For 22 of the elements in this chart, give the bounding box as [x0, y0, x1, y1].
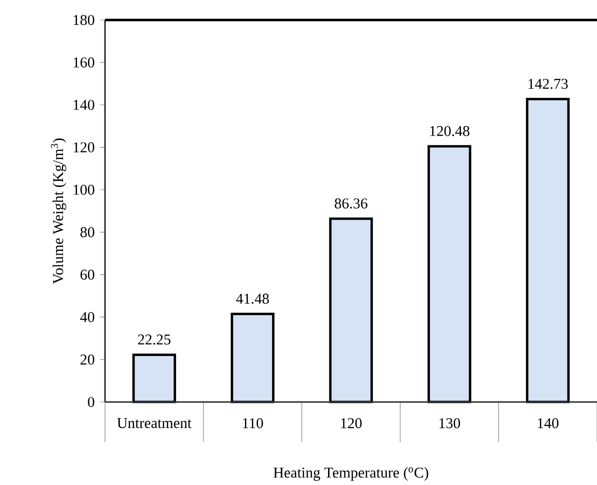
y-axis-title: Volume Weight (Kg/m$^{3}$): [50, 138, 66, 284]
y-tick-label: 40: [80, 312, 94, 322]
y-tick-label: 140: [74, 100, 94, 110]
y-tick-label: 180: [74, 14, 94, 26]
y-tick-label: 60: [80, 270, 94, 280]
y-tick-label: 20: [80, 354, 94, 365]
x-axis-title: Heating Temperature ($^{o}$C): [274, 467, 428, 481]
x-tick-label: 120: [341, 418, 362, 428]
x-tick-label: 140: [538, 418, 558, 428]
x-tick-label: Untreatment: [117, 418, 192, 428]
y-tick-label: 120: [74, 142, 94, 152]
y-tick-label: 80: [80, 227, 94, 238]
data-label: 86.36: [334, 198, 368, 209]
y-tick-label: 100: [74, 184, 94, 195]
x-tick-label: 110: [242, 418, 263, 428]
y-tick-label: 0: [88, 396, 94, 408]
data-label: 120.48: [430, 126, 470, 136]
data-label: 142.73: [528, 78, 568, 89]
data-label: 41.48: [236, 294, 269, 304]
data-label: 22.25: [138, 334, 170, 345]
y-tick-label: 160: [74, 57, 94, 68]
x-tick-label: 130: [440, 418, 460, 428]
